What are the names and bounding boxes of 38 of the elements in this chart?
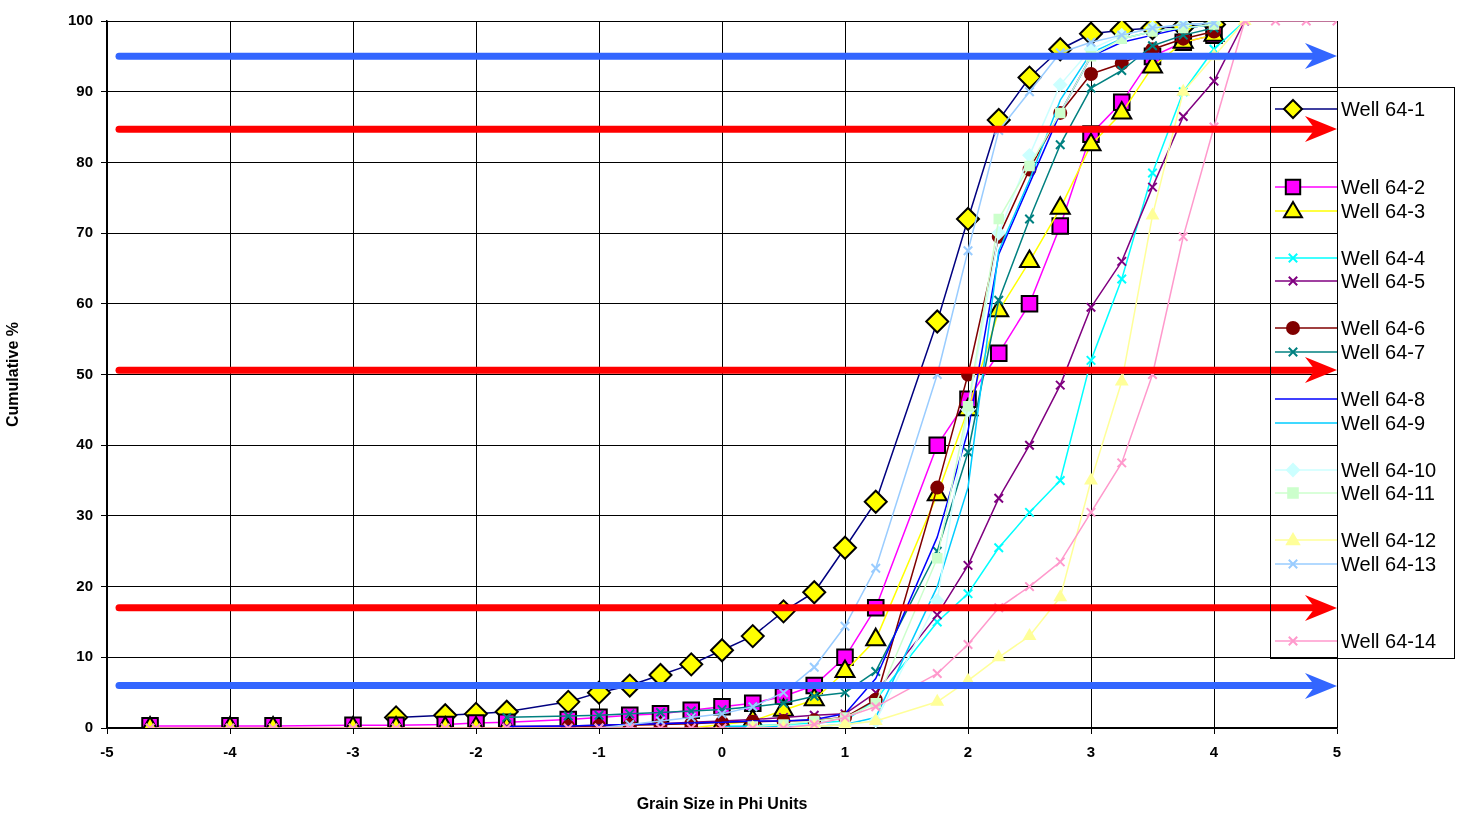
legend-label: Well 64-8 bbox=[1341, 387, 1426, 411]
legend-label: Well 64-9 bbox=[1341, 411, 1426, 435]
legend-label: Well 64-14 bbox=[1341, 629, 1437, 653]
y-tick-label: 10 bbox=[76, 647, 93, 665]
legend-label: Well 64-6 bbox=[1341, 316, 1426, 340]
x-tick-label: 0 bbox=[717, 743, 727, 761]
x-tick-label: -5 bbox=[100, 743, 114, 761]
y-tick-label: 40 bbox=[76, 435, 93, 453]
legend-label: Well 64-1 bbox=[1341, 97, 1426, 121]
x-tick-label: -1 bbox=[592, 743, 606, 761]
y-tick-label: 100 bbox=[67, 11, 93, 29]
x-tick-label: 5 bbox=[1332, 743, 1342, 761]
legend-label: Well 64-13 bbox=[1341, 552, 1437, 576]
x-axis-title: Grain Size in Phi Units bbox=[636, 794, 808, 812]
y-tick-label: 0 bbox=[84, 718, 93, 736]
x-tick-label: -3 bbox=[346, 743, 360, 761]
legend-label: Well 64-11 bbox=[1341, 481, 1435, 505]
y-tick-label: 70 bbox=[76, 223, 93, 241]
y-tick-label: 80 bbox=[76, 152, 93, 170]
x-tick-label: -4 bbox=[223, 743, 238, 761]
legend-label: Well 64-5 bbox=[1341, 269, 1426, 293]
x-tick-label: 2 bbox=[963, 743, 973, 761]
y-tick-label: 50 bbox=[76, 364, 93, 382]
legend-label: Well 64-10 bbox=[1341, 458, 1437, 482]
legend-label: Well 64-4 bbox=[1341, 246, 1426, 270]
x-tick-label: 4 bbox=[1209, 743, 1219, 761]
legend-label: Well 64-12 bbox=[1341, 528, 1437, 552]
x-tick-label: 3 bbox=[1086, 743, 1096, 761]
legend-label: Well 64-7 bbox=[1341, 340, 1426, 364]
legend-label: Well 64-3 bbox=[1341, 199, 1426, 223]
y-tick-label: 20 bbox=[76, 576, 93, 594]
y-tick-label: 60 bbox=[76, 293, 93, 311]
y-tick-label: 30 bbox=[76, 506, 93, 524]
legend-label: Well 64-2 bbox=[1341, 175, 1426, 199]
y-axis-title: Cumulative % bbox=[4, 322, 22, 427]
y-tick-label: 90 bbox=[76, 81, 93, 99]
x-tick-label: 1 bbox=[840, 743, 850, 761]
x-tick-label: -2 bbox=[469, 743, 483, 761]
